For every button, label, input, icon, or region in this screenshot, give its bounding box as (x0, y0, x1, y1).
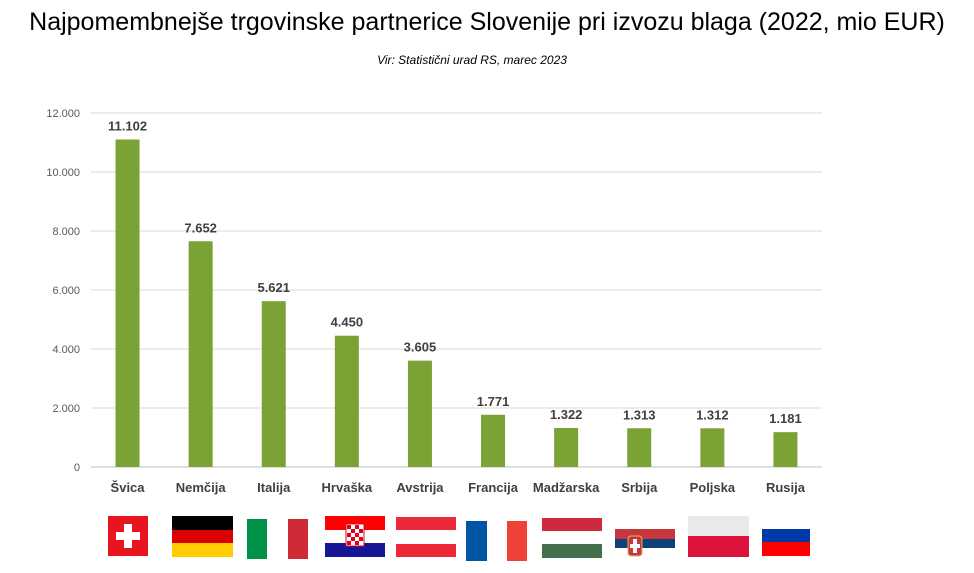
bar (481, 414, 506, 467)
value-label: 1.771 (477, 394, 510, 409)
y-tick-label: 0 (74, 462, 80, 474)
x-tick-label: Italija (257, 480, 291, 495)
bar (627, 428, 652, 467)
bars (115, 139, 798, 467)
x-axis-labels: Švica Nemčija Italija Hrvaška Avstrija Franci… (111, 480, 806, 495)
chart-title: Najpomembnejše trgovinske partnerice Slo… (29, 8, 945, 36)
france-flag (466, 521, 527, 561)
germany-flag (172, 516, 233, 557)
bar (261, 301, 286, 467)
poland-flag (688, 516, 749, 557)
x-tick-label: Madžarska (533, 480, 600, 495)
y-tick-label: 8.000 (52, 226, 80, 238)
value-label: 1.312 (696, 407, 729, 422)
x-tick-label: Hrvaška (322, 480, 373, 495)
value-label: 5.621 (257, 280, 290, 295)
y-tick-label: 2.000 (52, 403, 80, 415)
y-tick-label: 4.000 (52, 344, 80, 356)
bar (554, 428, 579, 467)
value-label: 1.322 (550, 407, 583, 422)
bar (700, 428, 725, 467)
bar (188, 241, 213, 467)
bar (115, 139, 140, 467)
hungary-flag (542, 518, 602, 558)
x-tick-label: Srbija (621, 480, 658, 495)
switzerland-flag (108, 516, 148, 556)
russia-flag (762, 516, 810, 556)
austria-flag (396, 517, 456, 557)
serbia-flag (615, 529, 675, 557)
y-tick-label: 6.000 (52, 285, 80, 297)
value-labels: 11.102 7.652 5.621 4.450 3.605 1.771 1.322 1.31… (108, 118, 802, 426)
bar (773, 432, 798, 467)
x-tick-label: Francija (468, 480, 519, 495)
gridlines (91, 112, 822, 468)
flags-row (108, 516, 810, 561)
croatia-flag (325, 516, 385, 557)
y-tick-label: 12.000 (46, 108, 80, 120)
value-label: 11.102 (108, 118, 147, 133)
x-tick-label: Rusija (766, 480, 806, 495)
x-tick-label: Švica (111, 480, 146, 495)
bar (334, 335, 359, 467)
value-label: 1.313 (623, 407, 656, 422)
value-label: 3.605 (404, 340, 437, 355)
chart-subtitle: Vir: Statistični urad RS, marec 2023 (377, 53, 567, 67)
value-label: 4.450 (331, 315, 364, 330)
y-axis-ticks: 0 2.000 4.000 6.000 8.000 10.000 12.000 (46, 108, 80, 474)
value-label: 7.652 (184, 220, 217, 235)
x-tick-label: Nemčija (176, 480, 227, 495)
italy-flag (247, 519, 308, 559)
x-tick-label: Avstrija (396, 480, 444, 495)
y-tick-label: 10.000 (46, 167, 80, 179)
x-tick-label: Poljska (690, 480, 736, 495)
bar (407, 360, 432, 467)
value-label: 1.181 (769, 411, 802, 426)
